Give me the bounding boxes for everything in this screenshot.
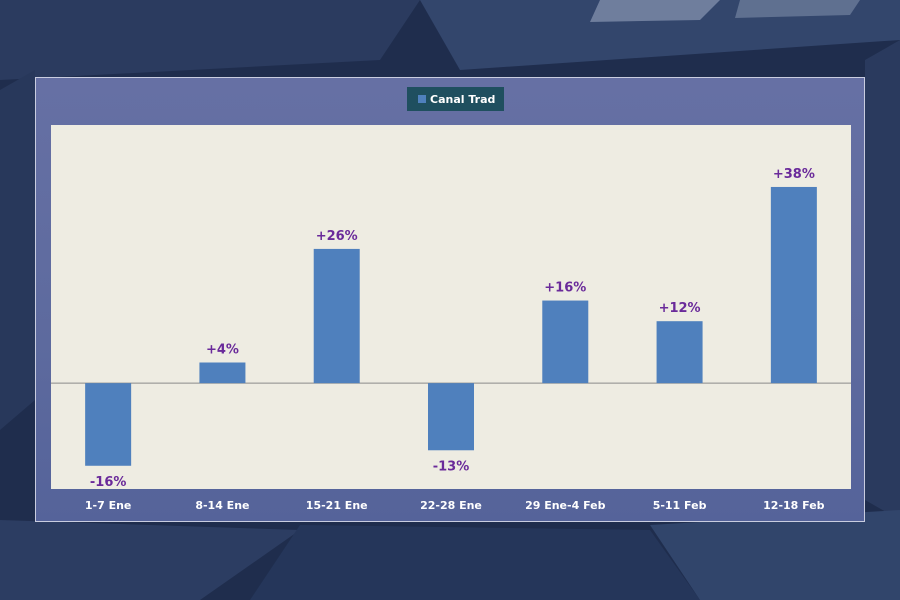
bar-2 — [199, 362, 246, 384]
legend: Canal Trad — [407, 87, 505, 111]
bar-1 — [85, 383, 132, 466]
data-label-3: +26% — [316, 229, 358, 244]
data-label-4: -13% — [433, 459, 470, 474]
chart-panel: Canal Trad -16% 1-7 Ene +4% 8-14 Ene +26% 15-… — [35, 77, 865, 522]
legend-swatch — [418, 95, 426, 103]
legend-label: Canal Trad — [430, 92, 496, 106]
data-label-2: +4% — [206, 343, 239, 358]
x-tick-label-4: 22-28 Ene — [420, 499, 482, 512]
data-label-6: +12% — [659, 301, 701, 316]
x-tick-label-7: 12-18 Feb — [763, 499, 825, 512]
x-tick-label-2: 8-14 Ene — [195, 499, 249, 512]
x-tick-label-1: 1-7 Ene — [85, 499, 132, 512]
data-label-1: -16% — [90, 475, 127, 490]
x-tick-label-6: 5-11 Feb — [653, 499, 707, 512]
bar-4 — [428, 383, 474, 451]
bar-7 — [770, 186, 817, 384]
data-label-5: +16% — [544, 281, 586, 296]
bar-3 — [313, 248, 360, 384]
x-tick-label-3: 15-21 Ene — [306, 499, 368, 512]
bar-5 — [542, 300, 589, 384]
bar-6 — [656, 321, 703, 384]
bar-chart: -16% 1-7 Ene +4% 8-14 Ene +26% 15-21 Ene -13% 2… — [51, 167, 851, 512]
data-label-7: +38% — [773, 167, 815, 182]
x-tick-label-5: 29 Ene-4 Feb — [525, 499, 606, 512]
